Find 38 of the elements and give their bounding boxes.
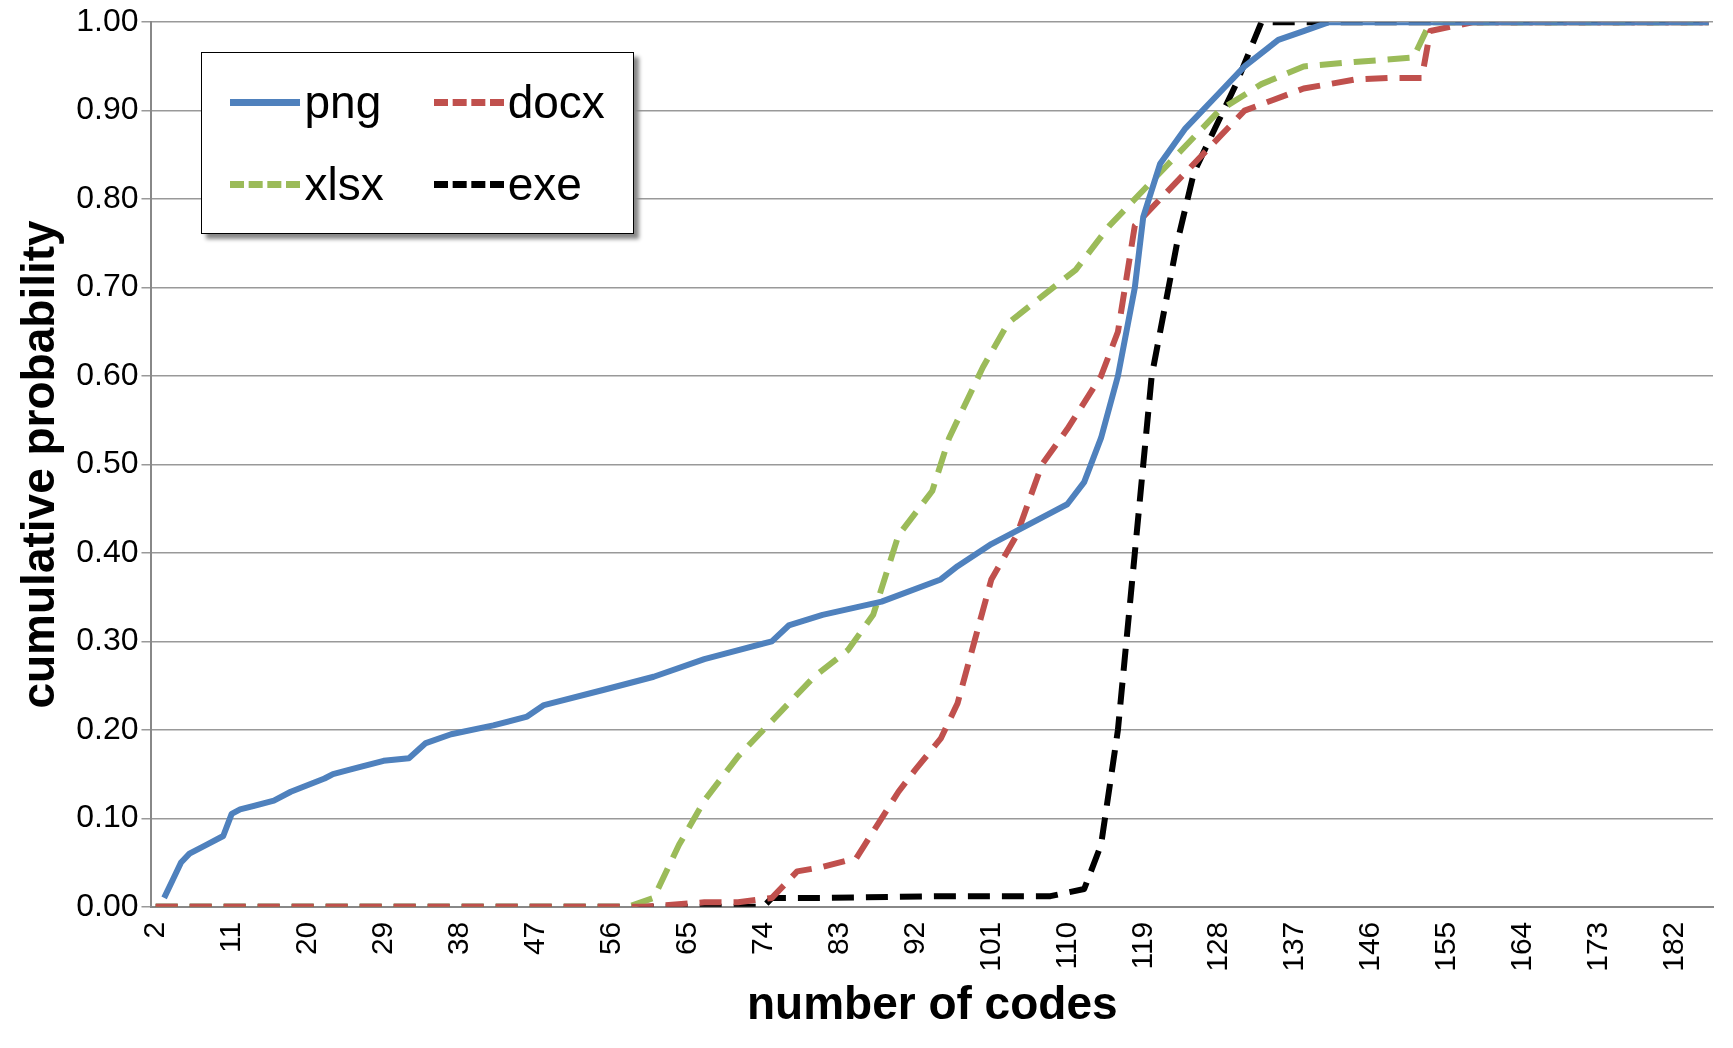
y-tick-label: 0.90	[76, 90, 139, 127]
x-tick-label: 74	[744, 921, 778, 956]
x-tick-label: 110	[1048, 921, 1082, 970]
x-tick-label: 29	[364, 921, 398, 956]
x-axis-title: number of codes	[746, 977, 1118, 1030]
y-tick-label: 0.10	[76, 798, 139, 835]
x-tick-label: 11	[212, 921, 246, 953]
legend-label: docx	[507, 75, 605, 130]
x-tick-label: 146	[1352, 921, 1386, 972]
y-tick-label: 0.80	[76, 178, 139, 215]
x-tick-label: 38	[440, 921, 474, 956]
y-axis-title: cumulative probability	[12, 219, 65, 709]
x-tick-label: 155	[1428, 921, 1462, 972]
y-tick-label: 0.70	[76, 267, 139, 304]
x-tick-label: 173	[1580, 921, 1614, 972]
legend-label: exe	[507, 157, 582, 212]
x-tick-label: 56	[592, 921, 626, 956]
x-tick-label: 20	[288, 921, 322, 956]
x-tick-label: 182	[1656, 921, 1690, 972]
y-tick-label: 0.00	[76, 886, 139, 923]
legend-label: xlsx	[304, 157, 384, 212]
x-tick-label: 92	[896, 921, 930, 956]
x-tick-label: 101	[972, 921, 1006, 972]
y-tick-label: 0.20	[76, 709, 139, 746]
x-tick-label: 164	[1504, 921, 1538, 972]
y-tick-label: 1.00	[76, 2, 139, 39]
y-tick-label: 0.30	[76, 621, 139, 658]
x-tick-label: 47	[516, 921, 550, 956]
y-tick-label: 0.60	[76, 355, 139, 392]
x-tick-label: 128	[1200, 921, 1234, 972]
y-tick-label: 0.40	[76, 532, 139, 569]
x-tick-label: 83	[820, 921, 854, 956]
x-tick-label: 2	[136, 921, 170, 939]
legend-label: png	[304, 75, 382, 130]
x-tick-label: 137	[1276, 921, 1310, 972]
x-tick-label: 119	[1124, 921, 1158, 970]
y-tick-label: 0.50	[76, 444, 139, 481]
x-tick-label: 65	[668, 921, 702, 956]
